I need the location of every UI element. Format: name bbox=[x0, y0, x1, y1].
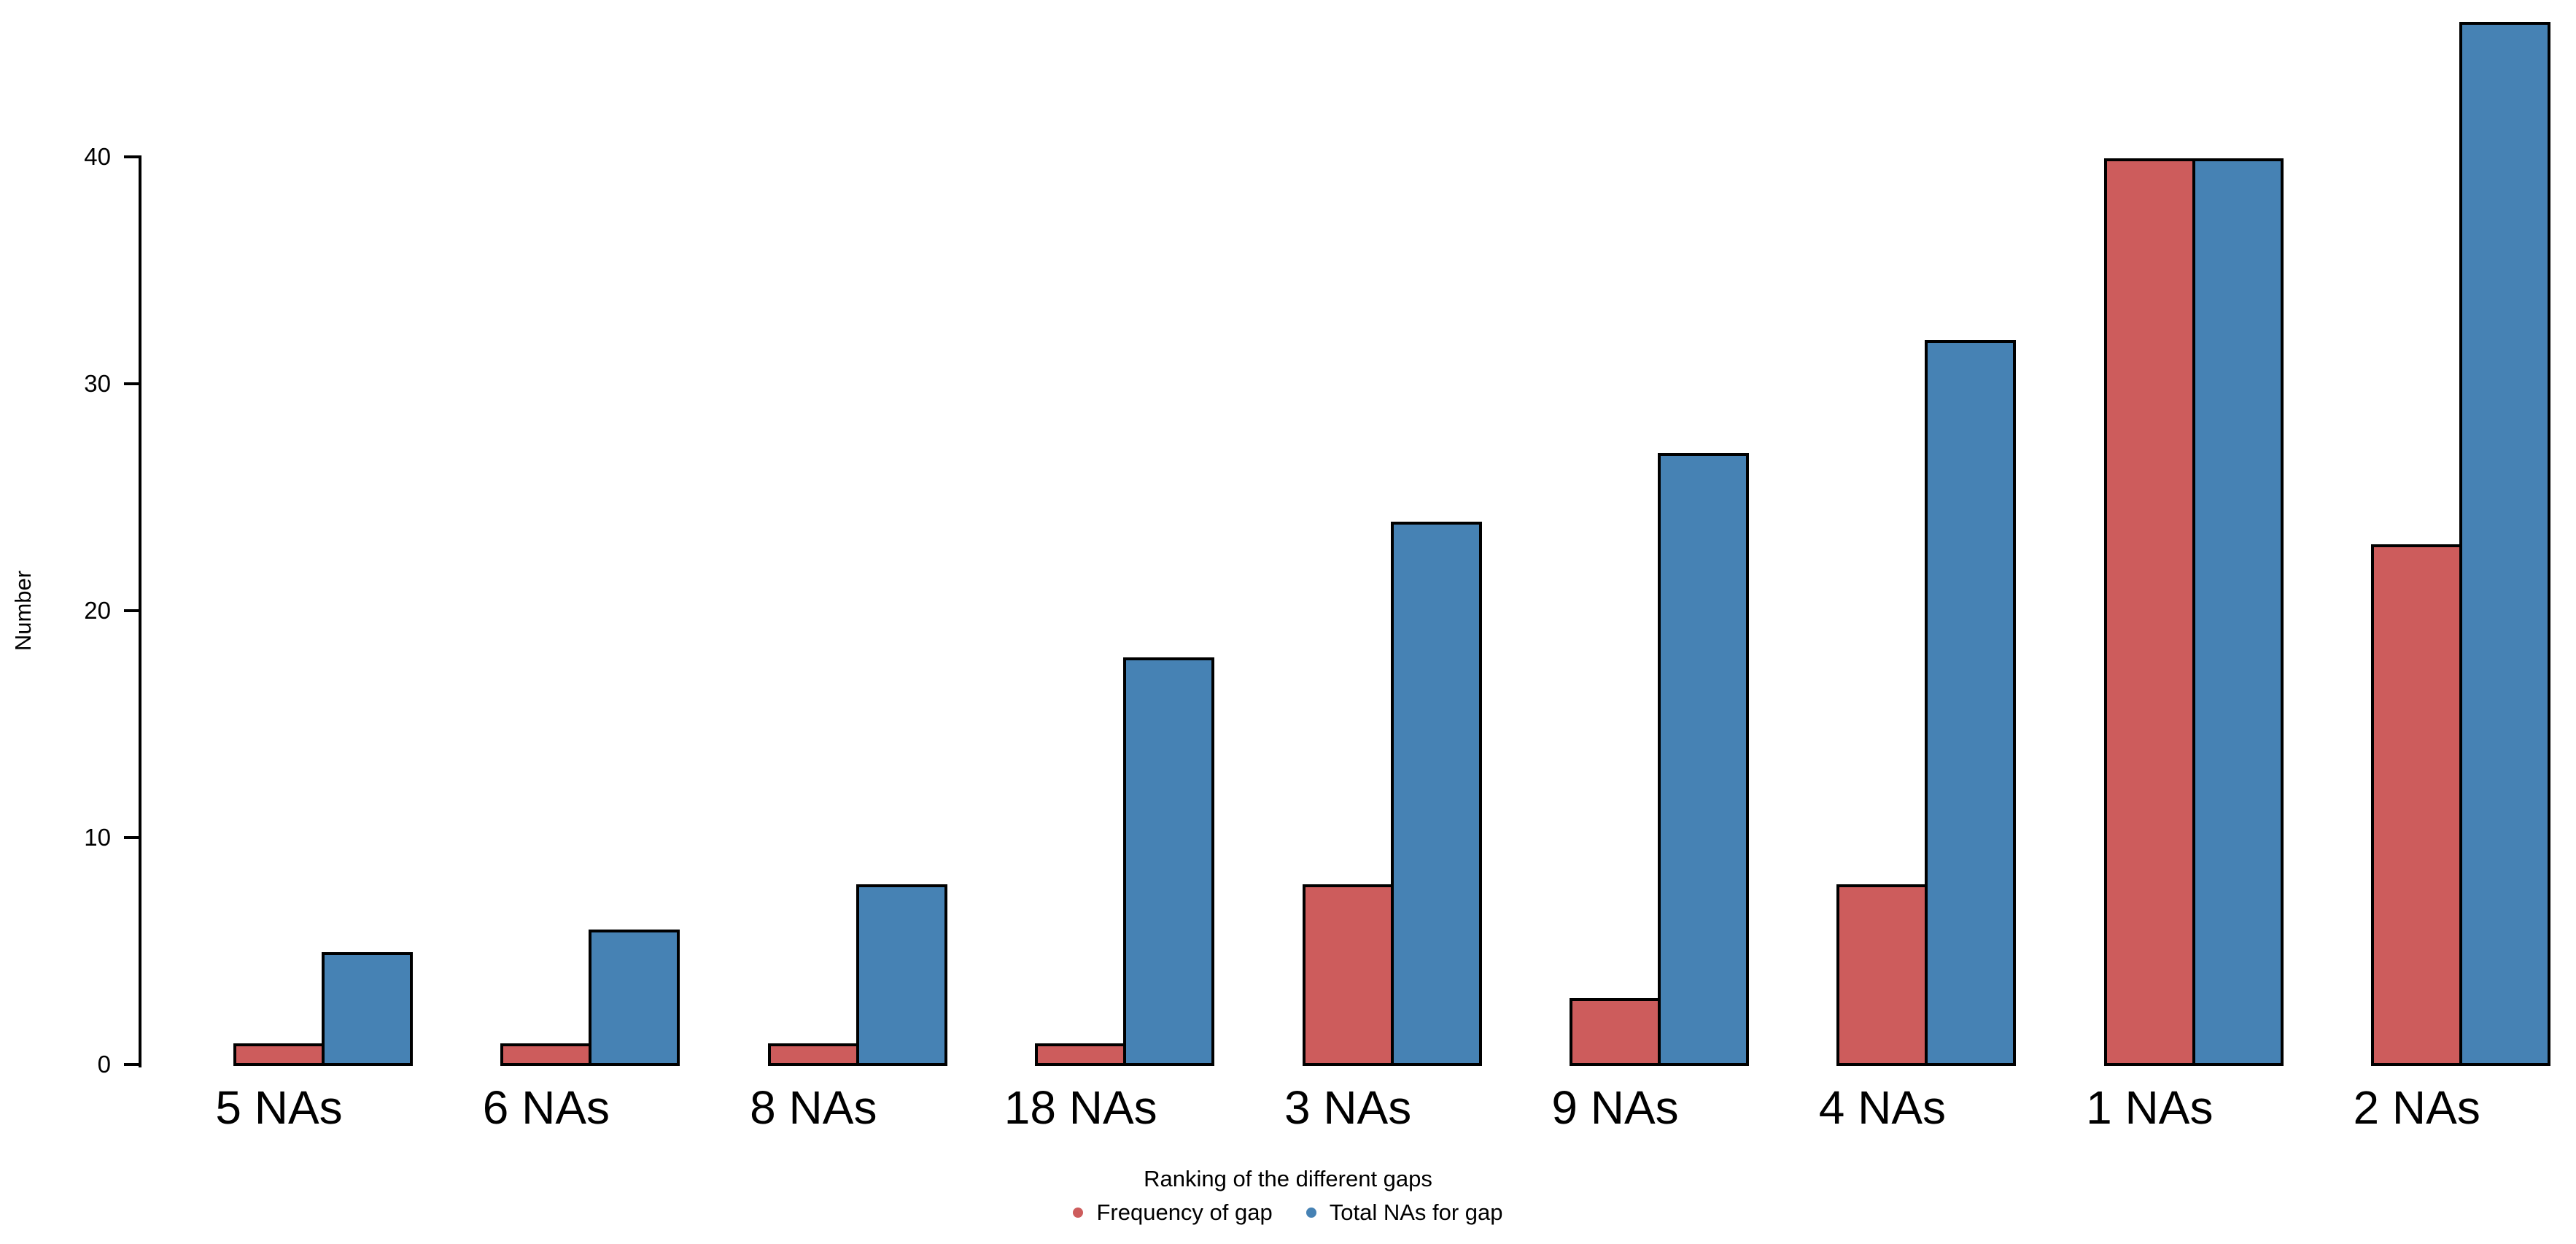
legend-item-frequency: Frequency of gap bbox=[1073, 1199, 1273, 1226]
y-tick-mark bbox=[124, 836, 140, 839]
total-dot-icon bbox=[1306, 1208, 1316, 1218]
frequency-bar-5-nas bbox=[233, 1043, 325, 1066]
total-bar-3-nas bbox=[1390, 522, 1482, 1066]
y-tick-label: 10 bbox=[84, 824, 111, 851]
y-tick-mark bbox=[124, 609, 140, 612]
x-axis-title: Ranking of the different gaps bbox=[1144, 1166, 1432, 1191]
y-tick-label: 40 bbox=[84, 143, 111, 170]
frequency-bar-4-nas bbox=[1836, 884, 1928, 1066]
x-category-label: 18 NAs bbox=[1004, 1081, 1157, 1134]
frequency-bar-2-nas bbox=[2371, 544, 2463, 1066]
x-category-label: 6 NAs bbox=[482, 1081, 610, 1134]
y-axis-title: Number bbox=[10, 570, 36, 652]
frequency-bar-9-nas bbox=[1570, 998, 1661, 1066]
total-bar-18-nas bbox=[1123, 657, 1215, 1066]
frequency-bar-8-nas bbox=[767, 1043, 859, 1066]
total-bar-8-nas bbox=[856, 884, 947, 1066]
y-tick-mark bbox=[124, 1063, 140, 1066]
frequency-bar-1-nas bbox=[2103, 158, 2195, 1066]
legend-label-frequency: Frequency of gap bbox=[1096, 1199, 1273, 1225]
x-category-label: 4 NAs bbox=[1818, 1081, 1947, 1134]
frequency-bar-6-nas bbox=[500, 1043, 592, 1066]
frequency-bar-3-nas bbox=[1302, 884, 1394, 1066]
y-tick-label: 20 bbox=[84, 597, 111, 624]
total-bar-6-nas bbox=[589, 930, 680, 1066]
y-tick-mark bbox=[124, 155, 140, 158]
y-tick-label: 0 bbox=[97, 1051, 111, 1078]
x-category-label: 5 NAs bbox=[215, 1081, 343, 1134]
y-tick-label: 30 bbox=[84, 370, 111, 397]
legend-item-total: Total NAs for gap bbox=[1306, 1199, 1503, 1226]
x-category-label: 8 NAs bbox=[750, 1081, 877, 1134]
total-bar-9-nas bbox=[1658, 453, 1749, 1066]
x-category-label: 2 NAs bbox=[2353, 1081, 2480, 1134]
total-bar-4-nas bbox=[1925, 340, 2017, 1066]
frequency-dot-icon bbox=[1073, 1208, 1084, 1218]
frequency-bar-18-nas bbox=[1035, 1043, 1127, 1066]
total-bar-2-nas bbox=[2459, 22, 2551, 1066]
total-bar-1-nas bbox=[2192, 158, 2284, 1066]
legend: Frequency of gap Total NAs for gap bbox=[0, 1199, 2576, 1226]
y-tick-mark bbox=[124, 382, 140, 385]
total-bar-5-nas bbox=[322, 952, 413, 1066]
x-category-label: 3 NAs bbox=[1284, 1081, 1412, 1134]
y-axis bbox=[139, 155, 141, 1067]
legend-label-total: Total NAs for gap bbox=[1329, 1199, 1503, 1225]
x-category-label: 9 NAs bbox=[1551, 1081, 1679, 1134]
x-category-label: 1 NAs bbox=[2086, 1081, 2214, 1134]
